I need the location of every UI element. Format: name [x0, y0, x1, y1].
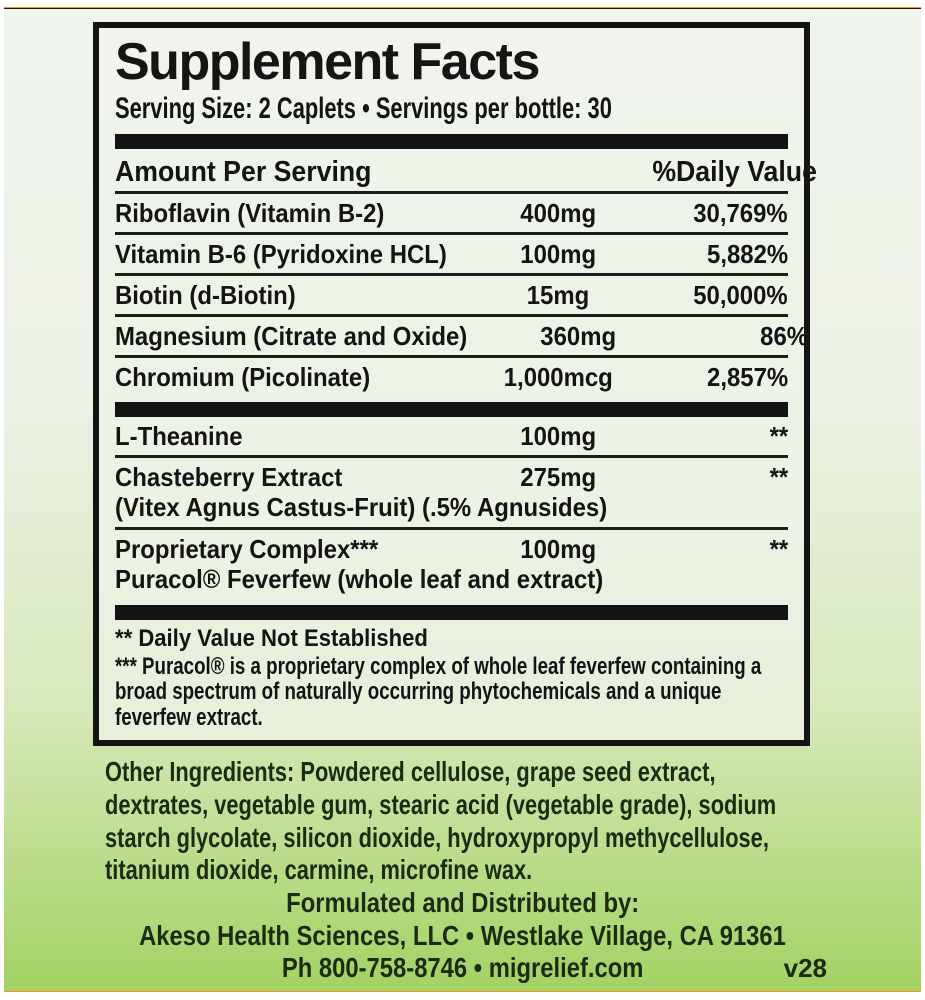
nutrient-amount: 100mg — [520, 534, 596, 565]
table-row: Vitamin B-6 (Pyridoxine HCL) 100mg 5,882… — [115, 235, 788, 277]
nutrient-amount: 100mg — [520, 239, 596, 270]
table-row: Chromium (Picolinate) 1,000mcg 2,857% — [115, 358, 788, 396]
nutrient-amount: 15mg — [526, 280, 590, 311]
table-row: Biotin (d-Biotin) 15mg 50,000% — [115, 276, 788, 318]
nutrient-dv: 5,882% — [706, 239, 788, 270]
daily-value-header: %Daily Value — [652, 155, 817, 188]
botanical-table: L-Theanine 100mg ** Chasteberry Extract … — [115, 417, 788, 600]
serving-size-line: Serving Size: 2 Caplets • Servings per b… — [115, 92, 788, 126]
nutrient-amount: 400mg — [520, 198, 596, 228]
nutrient-name: L-Theanine — [115, 420, 243, 451]
nutrient-name: Vitamin B-6 (Pyridoxine HCL) — [115, 239, 447, 270]
nutrient-amount: 1,000mcg — [503, 362, 613, 393]
nutrient-dv: 86% — [759, 321, 808, 352]
label-version: v28 — [783, 953, 827, 984]
other-ingredients-text: Powdered cellulose, grape seed extract, … — [105, 756, 777, 886]
table-header-row: Amount Per Serving %Daily Value — [115, 151, 817, 191]
footnotes: ** Daily Value Not Established *** Purac… — [115, 626, 788, 730]
header-rule — [115, 191, 788, 194]
nutrient-subtext: Puracol® Feverfew (whole leaf and extrac… — [115, 564, 604, 595]
other-ingredients-label: Other Ingredients: — [105, 756, 295, 788]
nutrient-name: Chromium (Picolinate) — [115, 362, 371, 393]
table-row: Chasteberry Extract 275mg ** (Vitex Agnu… — [115, 458, 788, 531]
nutrient-dv: ** — [769, 534, 788, 565]
nutrient-name: Biotin (d-Biotin) — [115, 280, 296, 311]
distributor-block: Formulated and Distributed by: Akeso Hea… — [4, 887, 921, 984]
nutrient-subtext: (Vitex Agnus Castus-Fruit) (.5% Agnuside… — [115, 491, 608, 522]
nutrient-amount: 275mg — [520, 461, 596, 492]
nutrient-table: Riboflavin (Vitamin B-2) 400mg 30,769% V… — [115, 194, 808, 397]
table-row: Magnesium (Citrate and Oxide) 360mg 86% — [115, 317, 808, 359]
nutrient-name: Chasteberry Extract — [115, 461, 343, 492]
nutrient-dv: 30,769% — [693, 198, 788, 228]
table-row: Riboflavin (Vitamin B-2) 400mg 30,769% — [115, 194, 788, 236]
footnote-puracol: *** Puracol® is a proprietary complex of… — [115, 652, 762, 731]
nutrient-dv: 50,000% — [693, 280, 788, 311]
distributor-address: Akeso Health Sciences, LLC • Westlake Vi… — [139, 919, 786, 951]
supplement-facts-panel: Supplement Facts Serving Size: 2 Caplets… — [93, 21, 817, 747]
nutrient-dv: ** — [769, 461, 788, 492]
footnote-dv-not-established: ** Daily Value Not Established — [115, 625, 428, 653]
nutrient-name: Proprietary Complex*** — [115, 534, 379, 565]
label-body: Supplement Facts Serving Size: 2 Caplets… — [4, 8, 921, 991]
other-ingredients: Other Ingredients: Powdered cellulose, g… — [105, 756, 811, 887]
bottom-orange-band — [4, 990, 921, 992]
nutrient-amount: 100mg — [520, 420, 596, 451]
amount-per-serving-header: Amount Per Serving — [115, 155, 372, 188]
nutrient-dv: ** — [769, 420, 788, 451]
nutrient-dv: 2,857% — [706, 362, 788, 393]
distributor-contact: Ph 800-758-8746 • migrelief.com — [281, 952, 644, 984]
thick-divider — [115, 401, 788, 417]
distributor-heading: Formulated and Distributed by: — [285, 887, 640, 919]
top-orange-band — [4, 7, 921, 9]
table-row: L-Theanine 100mg ** — [115, 417, 788, 458]
nutrient-amount: 360mg — [539, 321, 616, 352]
serving-size-text: Serving Size: 2 Caplets • Servings per b… — [115, 91, 612, 125]
panel-title: Supplement Facts — [115, 32, 540, 91]
nutrient-name: Riboflavin (Vitamin B-2) — [115, 198, 385, 228]
nutrient-name: Magnesium (Citrate and Oxide) — [115, 321, 468, 352]
thick-divider — [115, 133, 788, 149]
table-row: Proprietary Complex*** 100mg ** Puracol®… — [115, 530, 788, 599]
thick-divider — [115, 605, 788, 621]
